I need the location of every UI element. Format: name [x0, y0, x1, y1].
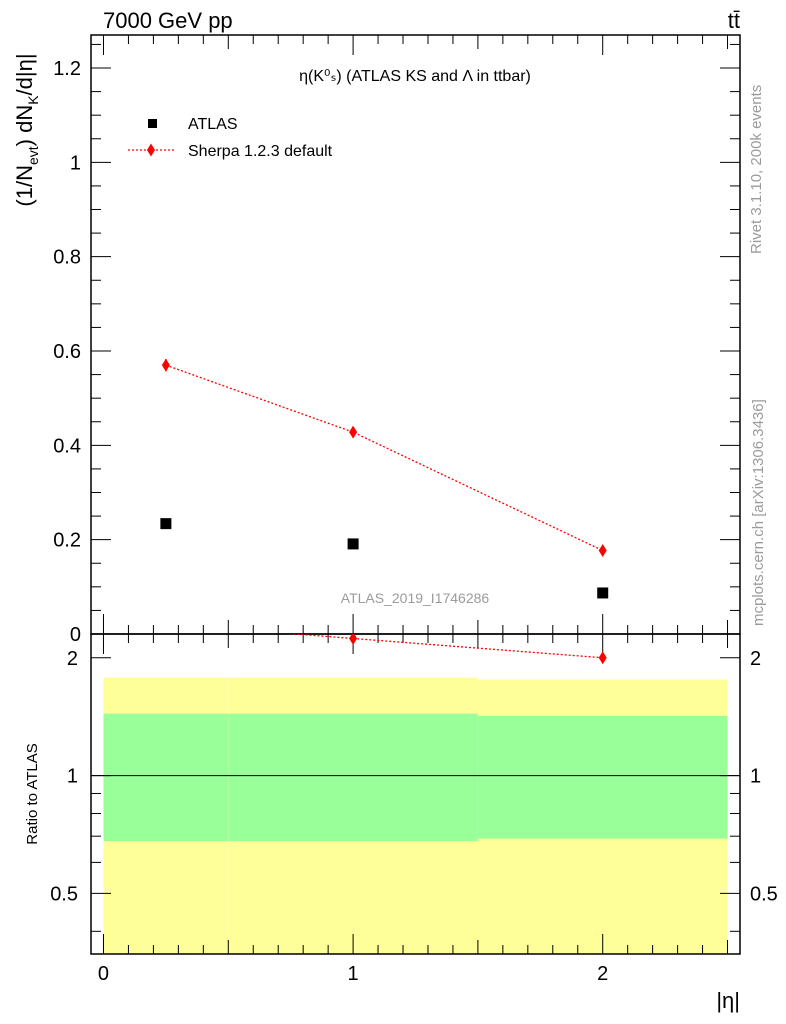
main-y-tick-label: 0.6	[53, 341, 81, 363]
main-y-tick-label: 0	[70, 624, 81, 646]
main-series	[160, 358, 609, 599]
legend: ATLAS Sherpa 1.2.3 default	[128, 116, 333, 160]
ratio-y-tick-label: 1	[67, 766, 78, 788]
mcplots-label: mcplots.cern.ch [arXiv:1306.3436]	[750, 399, 767, 626]
x-axis-label: |η|	[716, 988, 740, 1013]
mc-point	[598, 544, 607, 558]
legend-data-label: ATLAS	[188, 116, 238, 133]
ratio-bands	[91, 677, 740, 954]
ratio-y-label: Ratio to ATLAS	[24, 743, 41, 844]
main-y-label: (1/Nevt) dNK/d|η|	[12, 53, 41, 206]
mc-point	[349, 425, 358, 439]
energy-label: 7000 GeV pp	[103, 8, 233, 33]
plot-title: η(K⁰ₛ) (ATLAS KS and Λ in ttbar)	[299, 68, 531, 85]
mc-ratio-point	[349, 634, 358, 645]
atlas-point	[160, 518, 172, 530]
band-inner-0	[103, 713, 229, 842]
ratio-y-tick-label: 0.5	[50, 883, 78, 905]
band-inner-1	[228, 713, 478, 842]
ratio-y-tick-label-right: 0.5	[750, 883, 778, 905]
main-y-tick-label: 1	[70, 152, 81, 174]
main-y-tick-label: 0.8	[53, 247, 81, 269]
ratio-y-tick-label-right: 1	[750, 766, 761, 788]
main-y-tick-label: 0.4	[53, 435, 81, 457]
ratio-y-tick-label: 2	[67, 648, 78, 670]
band-inner-2	[477, 715, 728, 839]
ratio-y-tick-label-right: 2	[750, 648, 761, 670]
rivet-label: Rivet 3.1.10, 200k events	[748, 85, 765, 254]
mc-point	[161, 358, 170, 372]
main-y-tick-label: 0.2	[53, 530, 81, 552]
main-y-tick-label: 1.2	[53, 58, 81, 80]
x-tick-label: 2	[597, 963, 608, 985]
plot-title-text: η(K⁰ₛ) (ATLAS KS and Λ in ttbar)	[299, 68, 531, 85]
legend-mc-label: Sherpa 1.2.3 default	[188, 143, 333, 160]
atlas-point	[597, 587, 609, 599]
legend-data-marker	[148, 119, 157, 128]
mc-line	[165, 364, 603, 552]
process-label: tt̄	[728, 8, 740, 33]
x-tick-label: 0	[98, 963, 109, 985]
ratio-series	[162, 617, 607, 665]
mc-ratio-line	[286, 634, 603, 659]
legend-mc-marker	[147, 143, 155, 157]
watermark: ATLAS_2019_I1746286	[341, 590, 490, 606]
ratio-frame: 0 1 2 0.5 0.5 1 1 2 2	[50, 633, 778, 985]
mc-ratio-point	[162, 617, 170, 630]
mc-ratio-point	[598, 651, 607, 665]
atlas-point	[347, 538, 359, 550]
ratio-plot-border	[90, 633, 741, 955]
x-tick-label: 1	[348, 963, 359, 985]
